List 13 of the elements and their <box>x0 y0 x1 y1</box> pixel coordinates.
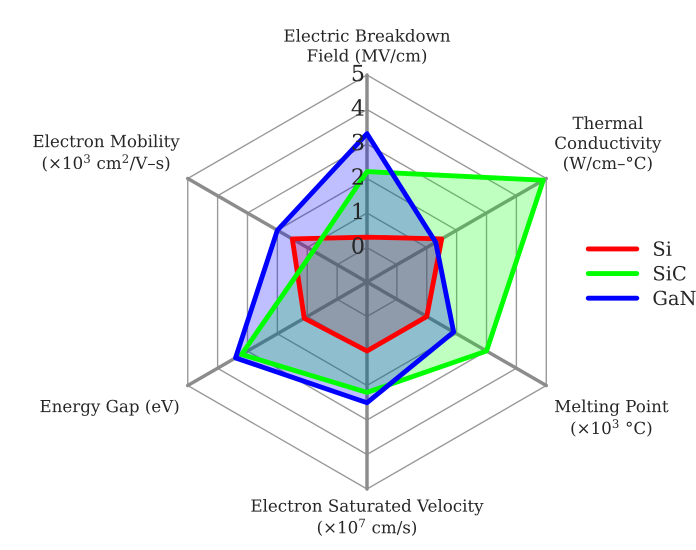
spoke-label: Melting Point (×10$^{3}$ °C) <box>555 400 668 437</box>
legend-label: SiC <box>654 266 686 281</box>
legend-label: Si <box>654 241 672 256</box>
y-tick-label: 4 <box>352 99 364 116</box>
y-tick-label: 1 <box>354 202 362 220</box>
spoke-label: Electron Mobility (×10$^{3}$ cm$^{2}$/V–s) <box>33 134 180 172</box>
spoke-label: Electron Saturated Velocity (×10$^{7}$ cm/s) <box>251 499 484 536</box>
y-tick-label: 5 <box>352 64 364 82</box>
legend-label: GaN <box>653 290 696 306</box>
spoke-label: Thermal Conductivity (W/cm–°C) <box>555 116 662 172</box>
y-tick-label: 0 <box>352 237 364 254</box>
spoke-label: Energy Gap (eV) <box>40 400 178 416</box>
spoke-label: Electric Breakdown Field (MV/cm) <box>284 28 450 64</box>
